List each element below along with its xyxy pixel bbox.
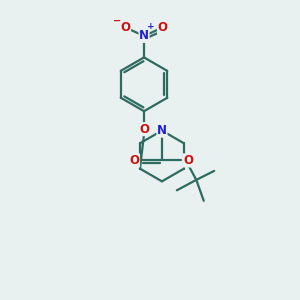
Text: N: N xyxy=(157,124,167,137)
Text: N: N xyxy=(139,29,149,42)
Text: O: O xyxy=(158,21,167,34)
Text: +: + xyxy=(147,22,154,32)
Text: O: O xyxy=(130,154,140,167)
Text: O: O xyxy=(139,123,149,136)
Text: −: − xyxy=(113,16,121,26)
Text: O: O xyxy=(183,154,193,167)
Text: O: O xyxy=(121,21,130,34)
